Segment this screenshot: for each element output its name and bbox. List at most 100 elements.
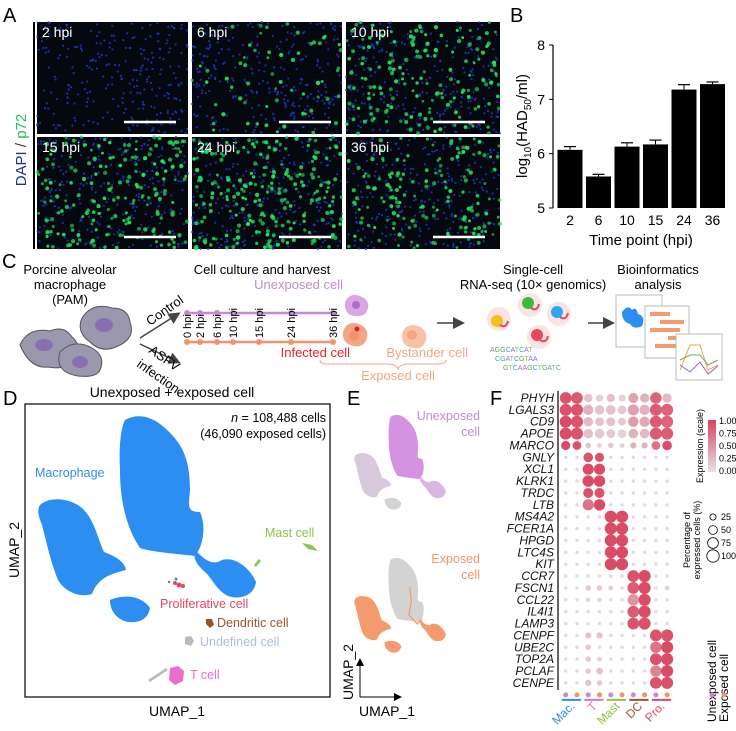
bar: [614, 146, 640, 208]
stain-label: DAPI / p72: [13, 114, 30, 187]
micrograph-tile: 10 hpi: [344, 20, 502, 136]
expression-dot: [654, 550, 658, 555]
expression-dot: [606, 429, 616, 438]
gene-label: IL4I1: [527, 605, 554, 619]
expression-dot: [642, 562, 647, 566]
expression-dot: [642, 681, 647, 685]
micrograph-tile: 15 hpi: [35, 135, 189, 250]
expression-dot: [596, 680, 603, 686]
expression-dot: [620, 645, 624, 650]
micrograph-tile: 36 hpi: [345, 136, 502, 251]
expression-dot: [662, 393, 672, 403]
expression-dot: [583, 452, 594, 463]
cluster-label-t-cell: T cell: [190, 668, 220, 682]
panel-d-label: D: [3, 388, 17, 410]
bar: [643, 144, 668, 208]
condition-dot: [664, 692, 670, 698]
umap-x-label: UMAP_1: [149, 703, 205, 719]
sequence-read: CGATCGTAA: [495, 356, 538, 363]
gene-label: LTB: [533, 498, 554, 512]
gene-label: KIT: [535, 557, 555, 571]
expression-dot: [586, 526, 590, 531]
expression-dot: [654, 586, 658, 590]
expression-dot: [638, 617, 651, 630]
expression-dot: [642, 455, 647, 460]
umap-unexposed: [354, 414, 446, 510]
seq-title-2: RNA-seq (10× genomics): [460, 277, 606, 292]
y-axis-label: log10(HAD50/ml): [514, 74, 534, 178]
y-tick-label: 8: [537, 37, 545, 53]
condition-dot: [619, 692, 625, 698]
bar: [671, 89, 697, 208]
timepoint-label: 36 hpi: [328, 308, 340, 338]
expression-dot: [609, 681, 613, 685]
color-tick-label: 1.00: [719, 416, 736, 426]
gene-label: CD9: [530, 415, 554, 429]
dot-plot: PHYHLGALS3CD9APOEMARCOGNLYXCL1KLRK1TRDCL…: [507, 391, 674, 727]
analysis-thumbnails: [615, 294, 723, 381]
expression-dot: [571, 392, 583, 404]
infection-timepoint: [197, 339, 203, 345]
timepoint-label: 2 hpi: [195, 314, 207, 338]
exposed-cell-label: Exposed cell: [361, 368, 435, 383]
gene-label: LTC4S: [518, 545, 554, 559]
expression-dot: [627, 570, 640, 582]
control-timepoint: [184, 310, 190, 316]
x-axis-label: Time point (hpi): [589, 232, 693, 249]
group-label: T: [585, 699, 601, 715]
expression-dot: [609, 503, 613, 507]
gene-label: CCL22: [517, 593, 555, 607]
pam-title: Porcine alveolar macrophage (PAM): [23, 262, 117, 307]
timeline: 0 hpi 2 hpi 6 hpi 10 hpi 15 hpi 24 hpi 36 hpi: [182, 308, 340, 345]
expression-dot: [563, 657, 568, 661]
bar: [586, 176, 611, 208]
gene-label: XCL1: [523, 462, 554, 476]
expression-dot: [620, 621, 624, 626]
expression-dot: [594, 452, 605, 462]
expression-dot: [627, 594, 640, 606]
expression-dot: [616, 558, 629, 571]
expression-dot: [604, 534, 617, 547]
expression-dot: [638, 593, 651, 606]
expression-dot: [654, 455, 658, 460]
expression-dot: [616, 546, 629, 559]
expression-dot: [642, 645, 647, 650]
timepoint-label: 24 hpi: [197, 139, 235, 155]
pam-title-line: macrophage: [34, 277, 106, 292]
cell-dots: [190, 21, 343, 135]
pam-title-line: (PAM): [52, 292, 88, 307]
expression-dot: [593, 463, 606, 475]
umap-y-label: UMAP_2: [6, 522, 22, 578]
expression-dot: [575, 609, 579, 614]
expression-dot: [661, 653, 674, 666]
cell-count: n = 108,488 cells: [231, 411, 326, 425]
expression-dot: [597, 526, 602, 531]
expression-dot: [585, 632, 592, 639]
expression-dot: [597, 514, 602, 519]
expression-dot: [665, 479, 669, 483]
color-tick-label: 0.50: [719, 441, 736, 451]
expression-dot: [654, 479, 658, 483]
gene-label: FCER1A: [507, 522, 554, 536]
size-legend-title-1: Percentage of: [682, 511, 692, 568]
size-legend-circle: [707, 537, 719, 549]
expression-dot: [639, 393, 650, 403]
infection-timepoint: [214, 339, 220, 345]
expression-dot: [638, 581, 651, 594]
seq-title-1: Single-cell: [503, 262, 563, 277]
expression-dot: [631, 467, 636, 471]
size-tick-label: 50: [721, 525, 731, 535]
expression-dot: [662, 440, 672, 451]
expression-dot: [570, 403, 584, 416]
expression-dot: [572, 441, 582, 450]
group-label: Mast: [594, 699, 623, 728]
expression-dot: [563, 550, 568, 555]
expression-dot: [620, 574, 624, 578]
expression-dot: [609, 645, 613, 650]
expression-dot: [620, 657, 624, 661]
expression-dot: [665, 503, 669, 507]
expression-dot: [563, 455, 568, 460]
expression-dot: [593, 499, 606, 511]
expression-dot: [597, 574, 602, 578]
